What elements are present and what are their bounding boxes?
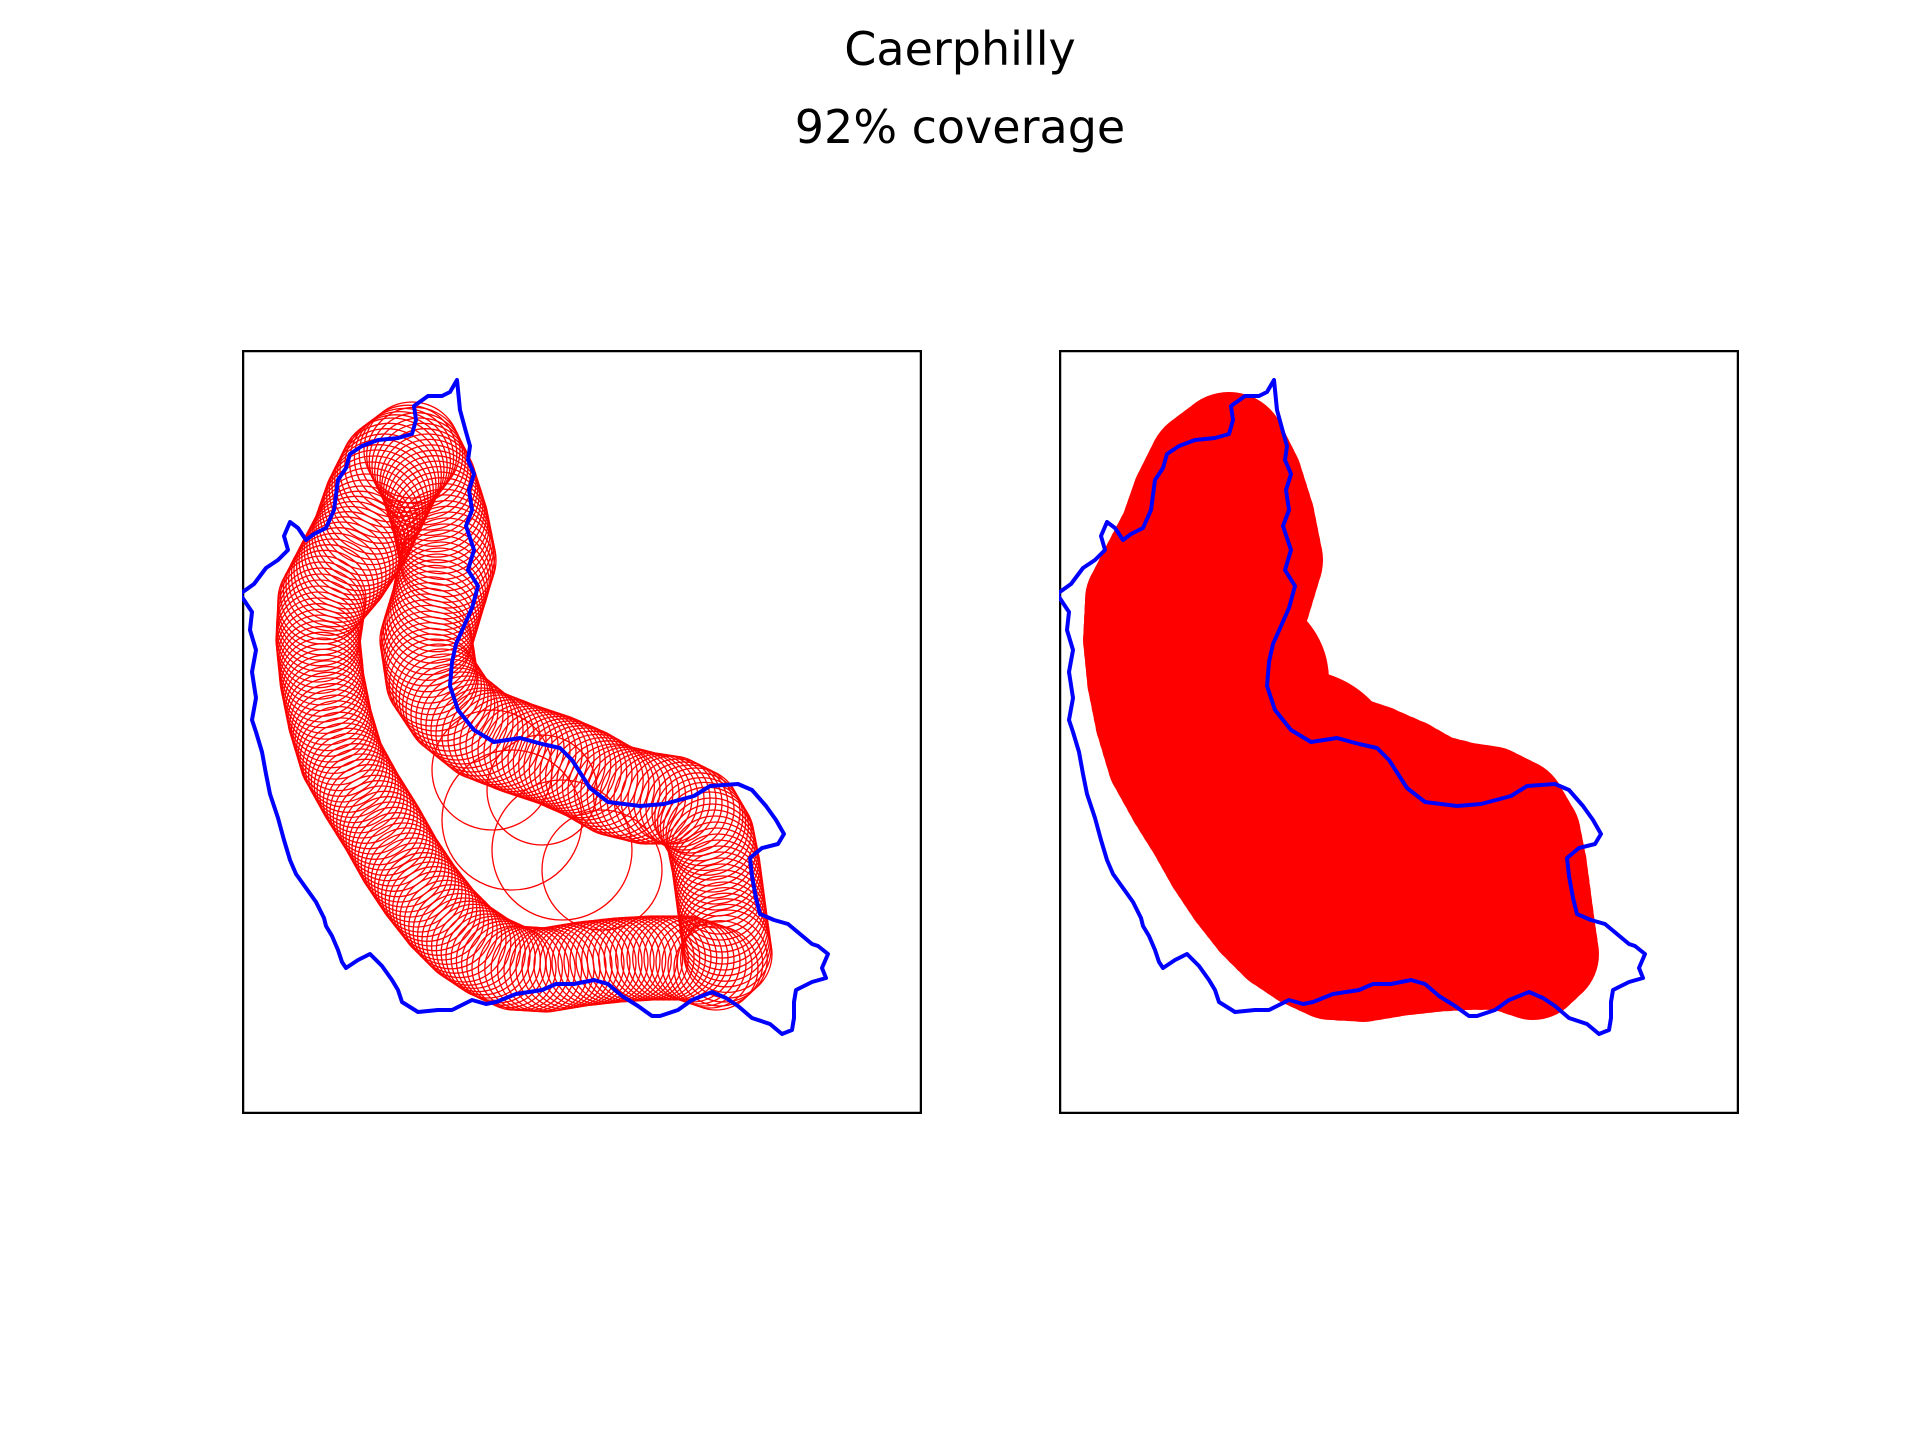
coverage-circle [651,767,741,857]
coverage-blob [1143,416,1267,540]
map-canvas-right [1059,350,1739,1114]
coverage-circle [302,722,388,808]
coverage-circle [298,511,397,610]
coverage-circle [315,473,419,577]
coverage-circle [301,505,401,605]
coverage-circle [661,921,747,1007]
coverage-circle [317,467,421,571]
coverage-circle [331,433,437,539]
coverage-circle [308,490,410,592]
coverage-circle [441,749,583,891]
coverage-circle [388,638,482,732]
coverage-circle [477,703,571,797]
coverage-circle [395,870,481,956]
coverage-circle [381,852,467,938]
coverage-circle [334,428,440,534]
coverage-circle [518,718,612,812]
coverage-circle [313,743,399,829]
coverage-circle [567,743,661,837]
coverage-circle [399,875,485,961]
coverage-circle [627,755,717,845]
coverage-circle [357,817,443,903]
coverage-circle [397,499,495,598]
coverage-circle [316,748,402,834]
coverage-circle [421,897,507,983]
coverage-circle [539,727,633,821]
coverage-circle [374,842,460,928]
coverage-circle [392,866,478,952]
coverage-circle [431,709,553,831]
coverage-circle [486,734,598,846]
coverage-circle [326,444,432,550]
coverage-circle [389,559,483,653]
coverage-circle [633,758,723,848]
coverage-blob [1129,650,1289,810]
coverage-circle [287,532,383,628]
coverage-circle [495,709,589,803]
coverage-circle [491,779,633,921]
coverage-circle [323,449,429,555]
coverage-circle [561,740,656,834]
figure-subtitle: 92% coverage [794,100,1126,154]
coverage-circle [402,658,496,752]
coverage-circle [386,455,484,553]
coverage-circle [471,925,557,1011]
coverage-circle [282,544,375,636]
coverage-circle [680,914,768,1003]
coverage-blob [1199,770,1359,930]
coverage-circle [319,461,424,566]
coverage-circle [306,495,407,596]
coverage-circle [403,879,490,966]
coverage-circle [387,564,482,659]
map-canvas-left [242,350,922,1114]
figure-title: Caerphilly [844,22,1076,76]
coverage-circle [573,744,668,839]
coverage-circle [295,516,394,615]
coverage-circle [541,809,663,931]
coverage-circle [368,412,466,510]
coverage-circle [534,725,628,819]
coverage-circle [336,422,442,528]
region-boundary [1059,378,1647,1036]
coverage-circle [277,555,367,645]
coverage-circle [460,920,547,1006]
coverage-circle [382,581,477,676]
coverage-circle [290,527,387,623]
map-panel-circle-outlines [242,350,922,1114]
coverage-circle [307,732,394,819]
coverage-circle [367,832,453,918]
map-panel-filled-coverage [1059,350,1739,1114]
coverage-fill [1083,392,1599,1022]
coverage-circle [450,915,536,1002]
coverage-circle [321,455,427,561]
coverage-circle [370,837,456,923]
coverage-circle [290,688,377,775]
coverage-circle [391,553,485,647]
coverage-circle [580,746,674,840]
coverage-circle [425,679,519,773]
coverage-circle [386,570,480,664]
coverage-circle [656,776,747,867]
coverage-circle [435,906,522,993]
coverage-circle [416,892,503,979]
coverage-circle [586,748,680,842]
coverage-circle [377,847,463,933]
coverage-circle [313,479,416,582]
coverage-circle [512,715,606,809]
region-boundary [242,378,830,1036]
coverage-circle [507,713,601,807]
coverage-circle [279,549,371,641]
